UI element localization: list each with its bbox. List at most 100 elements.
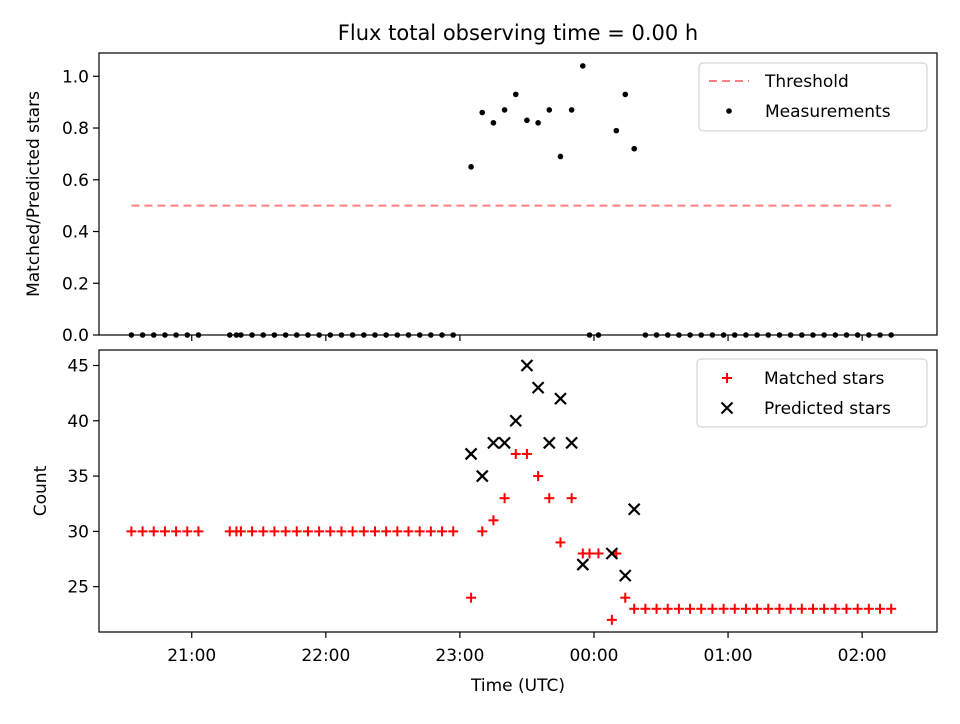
- measurement-point: [557, 153, 564, 160]
- matched-star-point: [584, 548, 595, 559]
- x-tick-label: 02:00: [838, 646, 887, 666]
- matched-star-point: [566, 493, 577, 504]
- matched-star-point: [247, 526, 258, 537]
- measurement-point: [622, 91, 629, 98]
- matched-star-point: [752, 603, 763, 614]
- matched-star-point: [414, 526, 425, 537]
- matched-star-point: [640, 603, 651, 614]
- matched-star-point: [425, 526, 436, 537]
- matched-star-point: [126, 526, 137, 537]
- matched-star-point: [729, 603, 740, 614]
- matched-star-point: [477, 526, 488, 537]
- y-axis-label: Count: [31, 465, 51, 516]
- y-axis-label: Matched/Predicted stars: [24, 91, 44, 297]
- measurement-point: [524, 117, 530, 124]
- matched-star-point: [673, 603, 684, 614]
- plot-frame: [98, 52, 938, 336]
- matched-star-point: [269, 526, 280, 537]
- matched-star-point: [707, 603, 718, 614]
- matched-star-point: [358, 526, 369, 537]
- predicted-star-point: [531, 381, 545, 394]
- matched-star-point: [740, 603, 751, 614]
- legend-measurement-label: Measurements: [765, 102, 891, 122]
- matched-star-point: [875, 603, 886, 614]
- legend-box: [698, 62, 928, 132]
- matched-star-point: [466, 592, 477, 603]
- x-axis-label: Time (UTC): [470, 676, 565, 696]
- matched-star-point: [193, 526, 204, 537]
- matched-star-point: [685, 603, 696, 614]
- measurement-point: [512, 91, 519, 98]
- matched-star-point: [369, 526, 380, 537]
- y-tick-label: 0.0: [62, 326, 89, 346]
- measurement-point: [535, 120, 541, 126]
- predicted-star-point: [487, 436, 500, 450]
- legend-predicted-label: Predicted stars: [764, 399, 891, 419]
- predicted-star-point: [509, 414, 523, 428]
- matched-star-point: [521, 448, 532, 459]
- matched-star-point: [381, 526, 392, 537]
- matched-star-point: [347, 526, 358, 537]
- legend-measurement-swatch: [726, 108, 732, 114]
- matched-star-point: [258, 526, 269, 537]
- y-tick-label: 0.2: [62, 274, 89, 294]
- y-tick-label: 40: [67, 412, 89, 432]
- matched-star-point: [302, 526, 313, 537]
- matched-star-point: [137, 526, 148, 537]
- matched-star-point: [280, 526, 291, 537]
- matched-star-point: [651, 603, 662, 614]
- y-tick-label: 30: [67, 522, 89, 542]
- predicted-star-point: [576, 558, 590, 571]
- matched-star-point: [593, 548, 604, 559]
- matched-star-point: [774, 603, 785, 614]
- legend-box: [696, 358, 928, 428]
- y-tick-label: 35: [67, 467, 89, 487]
- matched-star-point: [510, 448, 521, 459]
- measurement-point: [468, 164, 474, 170]
- measurement-point: [631, 145, 638, 152]
- matched-star-point: [336, 526, 347, 537]
- predicted-star-point: [605, 547, 619, 560]
- matched-star-point: [171, 526, 182, 537]
- chart-title: Flux total observing time = 0.00 h: [338, 21, 698, 45]
- matched-star-point: [403, 526, 414, 537]
- x-tick-label: 21:00: [167, 646, 216, 666]
- matched-star-point: [662, 603, 673, 614]
- y-tick-label: 45: [67, 356, 89, 376]
- matched-star-point: [533, 471, 544, 482]
- matched-star-point: [314, 526, 325, 537]
- x-tick-label: 23:00: [435, 646, 484, 666]
- matched-star-point: [718, 603, 729, 614]
- matched-star-point: [182, 526, 193, 537]
- predicted-star-point: [543, 436, 556, 450]
- measurement-point: [613, 127, 620, 134]
- matched-star-point: [696, 603, 707, 614]
- ratio-panel: Flux total observing time = 0.00 h Match…: [24, 21, 938, 346]
- measurement-point: [568, 107, 575, 113]
- matched-star-point: [819, 603, 830, 614]
- x-tick-label: 00:00: [569, 646, 618, 666]
- matched-star-point: [852, 603, 863, 614]
- matched-star-point: [830, 603, 841, 614]
- matched-star-point: [807, 603, 818, 614]
- matched-star-point: [325, 526, 336, 537]
- legend-matched-swatch: [722, 373, 732, 383]
- legend-predicted-swatch: [720, 401, 734, 415]
- y-tick-label: 1.0: [62, 67, 89, 87]
- predicted-star-point: [498, 436, 511, 450]
- predicted-star-point: [464, 447, 478, 461]
- matched-star-point: [148, 526, 159, 537]
- matched-star-point: [886, 603, 897, 614]
- y-tick-label: 0.8: [62, 119, 89, 139]
- predicted-star-point: [565, 436, 578, 450]
- x-tick-label: 01:00: [704, 646, 753, 666]
- matched-star-point: [448, 526, 459, 537]
- measurement-point: [479, 109, 486, 116]
- matched-star-point: [863, 603, 874, 614]
- matched-star-point: [544, 493, 555, 504]
- matched-star-point: [235, 526, 246, 537]
- measurement-point: [580, 63, 586, 69]
- legend: Threshold Measurements: [698, 62, 928, 132]
- legend-threshold-label: Threshold: [764, 72, 849, 92]
